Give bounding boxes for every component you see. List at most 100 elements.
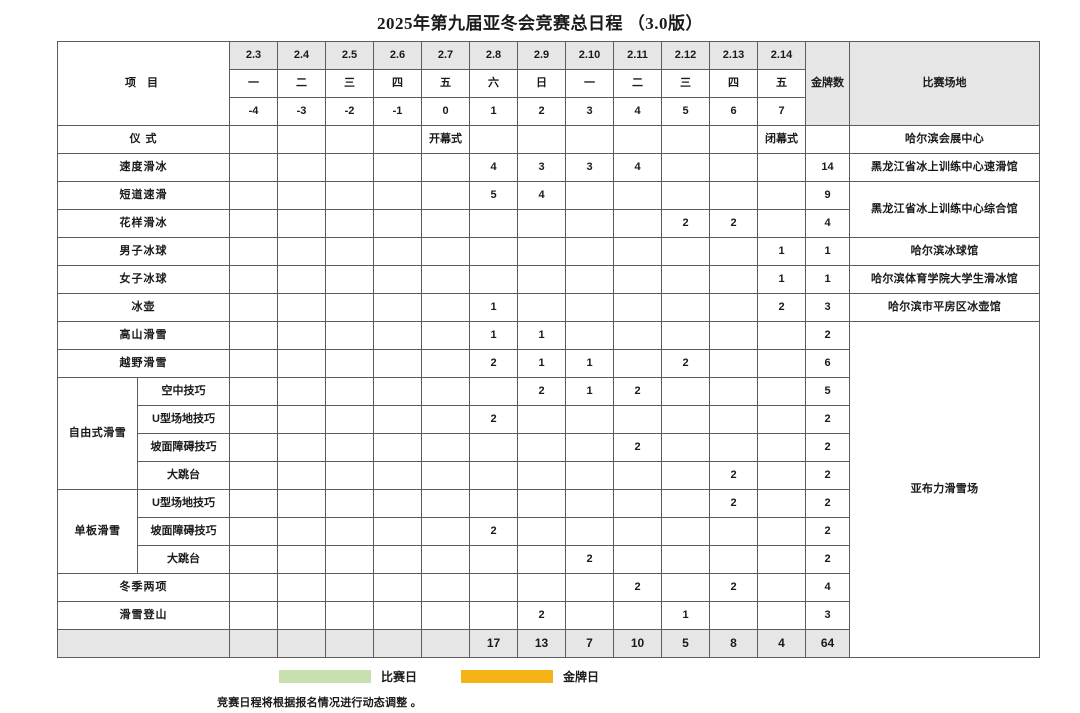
schedule-cell (565, 321, 614, 350)
header-offset-2.6: -1 (373, 97, 422, 126)
schedule-cell (229, 125, 278, 154)
schedule-cell: 2 (709, 489, 758, 518)
header-date-2.7: 2.7 (421, 41, 470, 70)
schedule-cell (277, 573, 326, 602)
schedule-cell (229, 573, 278, 602)
table-row: 越野滑雪 2 1 1 2 6 (57, 349, 1040, 378)
schedule-cell: 1 (565, 377, 614, 406)
header-venue-label: 比赛场地 (849, 41, 1040, 126)
schedule-cell (469, 209, 518, 238)
schedule-cell (277, 321, 326, 350)
schedule-cell (517, 265, 566, 294)
schedule-cell (613, 265, 662, 294)
header-row-weekdays: 一二三四五六日一二三四五 (58, 69, 1040, 98)
schedule-cell (325, 377, 374, 406)
schedule-cell: 2 (613, 377, 662, 406)
schedule-cell (661, 517, 710, 546)
schedule-cell (613, 321, 662, 350)
total-for-2.3 (229, 629, 278, 658)
schedule-cell (517, 405, 566, 434)
header-gold-count-label: 金牌数 (805, 41, 850, 126)
schedule-cell (325, 125, 374, 154)
schedule-cell (277, 461, 326, 490)
legend-competition-day-label: 比赛日 (381, 670, 418, 684)
schedule-cell (277, 489, 326, 518)
gold-count-cell: 1 (805, 265, 850, 294)
legend-competition-day: 比赛日 (279, 668, 417, 685)
schedule-cell (757, 433, 806, 462)
schedule-cell (757, 153, 806, 182)
legend-medal-day-label: 金牌日 (563, 670, 600, 684)
schedule-cell (277, 377, 326, 406)
schedule-cell (517, 573, 566, 602)
schedule-cell (517, 545, 566, 574)
schedule-cell (469, 489, 518, 518)
header-offset-2.13: 6 (709, 97, 758, 126)
schedule-cell: 2 (469, 349, 518, 378)
schedule-cell: 开幕式 (421, 125, 470, 154)
schedule-cell (565, 209, 614, 238)
schedule-cell (277, 293, 326, 322)
gold-count-cell: 3 (805, 293, 850, 322)
header-weekday-2.10: 一 (565, 69, 614, 98)
schedule-cell (373, 181, 422, 210)
event-sub-label: 大跳台 (137, 545, 230, 574)
schedule-cell (565, 181, 614, 210)
table-row: 滑雪登山 2 1 3 (57, 601, 1040, 630)
schedule-cell (661, 545, 710, 574)
totals-row: 17 13 7 10 5 8 4 64 (57, 629, 1040, 658)
header-date-2.14: 2.14 (757, 41, 806, 70)
venue-cell: 黑龙江省冰上训练中心综合馆 (849, 181, 1040, 238)
schedule-cell (325, 517, 374, 546)
schedule-cell (613, 125, 662, 154)
schedule-cell: 2 (517, 601, 566, 630)
schedule-cell (421, 433, 470, 462)
schedule-cell (757, 209, 806, 238)
schedule-cell: 2 (709, 573, 758, 602)
schedule-cell (709, 601, 758, 630)
total-for-2.8: 17 (469, 629, 518, 658)
schedule-cell (613, 181, 662, 210)
schedule-cell: 1 (517, 321, 566, 350)
schedule-cell (373, 405, 422, 434)
header-offset-2.5: -2 (325, 97, 374, 126)
header-offset-2.11: 4 (613, 97, 662, 126)
schedule-cell (325, 237, 374, 266)
schedule-cell: 闭幕式 (757, 125, 806, 154)
schedule-cell: 1 (757, 265, 806, 294)
totals-row-label-blank (57, 629, 230, 658)
schedule-cell (661, 125, 710, 154)
schedule-cell: 1 (757, 237, 806, 266)
schedule-cell (661, 153, 710, 182)
table-row: 高山滑雪 1 1 2 亚布力滑雪场 (57, 321, 1040, 658)
schedule-cell (757, 349, 806, 378)
header-item-label: 项 目 (57, 41, 230, 126)
schedule-cell (709, 181, 758, 210)
schedule-cell (277, 433, 326, 462)
total-for-2.11: 10 (613, 629, 662, 658)
schedule-cell (421, 293, 470, 322)
schedule-cell (469, 573, 518, 602)
header-weekday-2.14: 五 (757, 69, 806, 98)
schedule-cell (373, 489, 422, 518)
schedule-cell (469, 461, 518, 490)
header-weekday-2.8: 六 (469, 69, 518, 98)
schedule-cell (229, 405, 278, 434)
schedule-cell (325, 405, 374, 434)
venue-cell: 哈尔滨体育学院大学生滑冰馆 (849, 265, 1040, 294)
table-row: U型场地技巧 2 2 (58, 405, 1040, 434)
schedule-cell (325, 489, 374, 518)
table-row: 单板滑雪 U型场地技巧 2 2 (57, 489, 1040, 574)
schedule-cell (661, 237, 710, 266)
schedule-cell (565, 237, 614, 266)
schedule-cell (757, 181, 806, 210)
schedule-cell (469, 265, 518, 294)
schedule-cell: 2 (469, 405, 518, 434)
event-name: 冬季两项 (57, 573, 230, 602)
schedule-cell (229, 461, 278, 490)
header-weekday-2.9: 日 (517, 69, 566, 98)
gold-count-cell: 2 (805, 405, 850, 434)
header-offset-2.4: -3 (277, 97, 326, 126)
header-date-2.8: 2.8 (469, 41, 518, 70)
schedule-cell (277, 153, 326, 182)
